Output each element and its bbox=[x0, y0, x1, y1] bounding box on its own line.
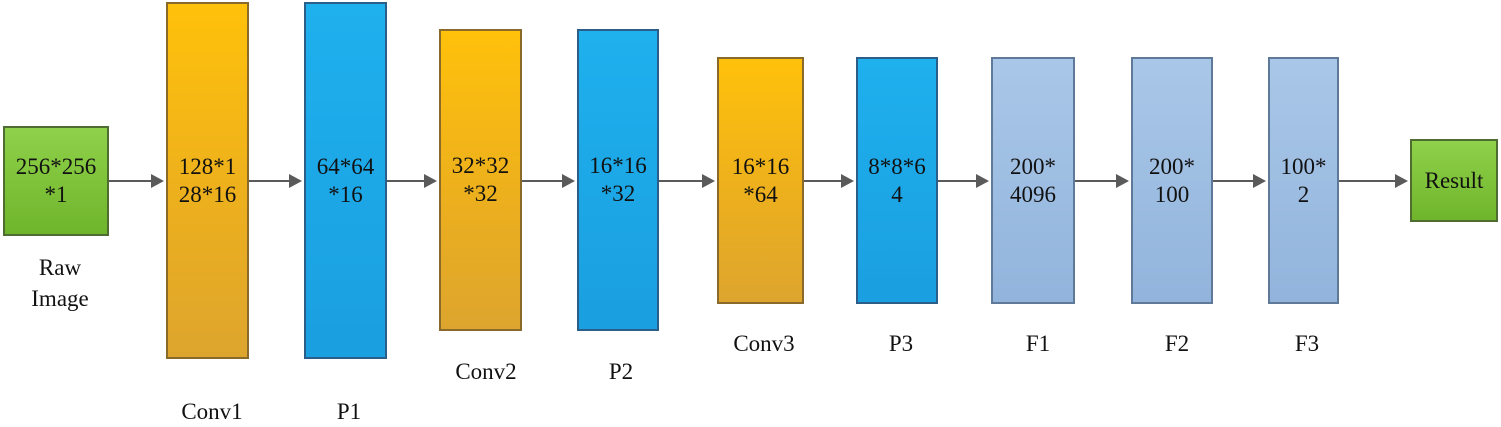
arrow-conv2-to-p2 bbox=[522, 174, 575, 188]
conv1-caption: Conv1 bbox=[181, 399, 243, 424]
p3-node-line-2: 4 bbox=[891, 181, 903, 207]
p1-node-line-1: 64*64 bbox=[316, 153, 375, 179]
p1-caption: P1 bbox=[336, 399, 362, 424]
f3-node-line-2: 2 bbox=[1297, 181, 1310, 207]
arrow-conv3-to-p3 bbox=[804, 174, 854, 188]
p2-node-line-1: 16*16 bbox=[589, 153, 647, 178]
conv1-node-line-2: 28*16 bbox=[178, 181, 237, 207]
raw-image-caption-line-1: Raw bbox=[38, 255, 82, 280]
f3-node: 100* 2 bbox=[1268, 57, 1339, 304]
f2-caption: F2 bbox=[1164, 331, 1190, 356]
raw-image-node-line-2: *1 bbox=[44, 182, 68, 207]
f2-node-line-2: 100 bbox=[1154, 181, 1190, 207]
conv2-node-line-2: *32 bbox=[463, 181, 498, 206]
conv2-node: 32*32 *32 bbox=[439, 29, 522, 331]
conv1-node: 128*1 28*16 bbox=[166, 2, 249, 359]
p2-node: 16*16 *32 bbox=[577, 29, 659, 331]
result-node-line-1: Result bbox=[1424, 167, 1484, 193]
arrow-p2-to-conv3 bbox=[659, 174, 715, 188]
p1-node-line-2: *16 bbox=[328, 181, 363, 207]
f2-node: 200* 100 bbox=[1131, 57, 1213, 304]
conv1-node-line-1: 128*1 bbox=[178, 153, 237, 179]
arrow-p1-to-conv2 bbox=[387, 174, 437, 188]
f1-node: 200* 4096 bbox=[991, 57, 1075, 304]
conv2-node-line-1: 32*32 bbox=[451, 153, 510, 178]
arrow-conv1-to-p1 bbox=[249, 174, 302, 188]
p2-node-line-2: *32 bbox=[600, 181, 636, 206]
p2-caption: P2 bbox=[608, 359, 634, 384]
p3-node: 8*8*6 4 bbox=[856, 57, 938, 304]
conv3-node: 16*16 *64 bbox=[717, 57, 804, 304]
f3-caption: F3 bbox=[1294, 331, 1320, 356]
conv2-caption: Conv2 bbox=[455, 359, 517, 384]
raw-image-caption-line-2: Image bbox=[31, 286, 89, 311]
arrow-f3-to-result bbox=[1339, 174, 1408, 188]
raw-image-caption: Raw Image bbox=[31, 252, 88, 314]
p1-node: 64*64 *16 bbox=[304, 2, 387, 359]
p3-caption: P3 bbox=[888, 331, 914, 356]
p3-node-line-1: 8*8*6 bbox=[868, 153, 926, 179]
result-node: Result bbox=[1410, 139, 1498, 222]
arrow-f2-to-f3 bbox=[1213, 174, 1266, 188]
arrow-p3-to-f1 bbox=[938, 174, 989, 188]
arrow-raw-to-conv1 bbox=[109, 174, 164, 188]
raw-image-node: 256*256 *1 bbox=[3, 126, 109, 236]
conv3-caption: Conv3 bbox=[733, 331, 795, 356]
f2-node-line-1: 200* bbox=[1149, 153, 1195, 179]
arrow-f1-to-f2 bbox=[1075, 174, 1129, 188]
raw-image-node-line-1: 256*256 bbox=[15, 154, 97, 179]
conv3-node-line-1: 16*16 bbox=[731, 153, 790, 179]
f1-caption: F1 bbox=[1025, 331, 1051, 356]
f1-node-line-2: 4096 bbox=[1010, 181, 1056, 207]
f1-node-line-1: 200* bbox=[1010, 153, 1056, 179]
conv3-node-line-2: *64 bbox=[743, 181, 778, 207]
f3-node-line-1: 100* bbox=[1280, 153, 1327, 179]
